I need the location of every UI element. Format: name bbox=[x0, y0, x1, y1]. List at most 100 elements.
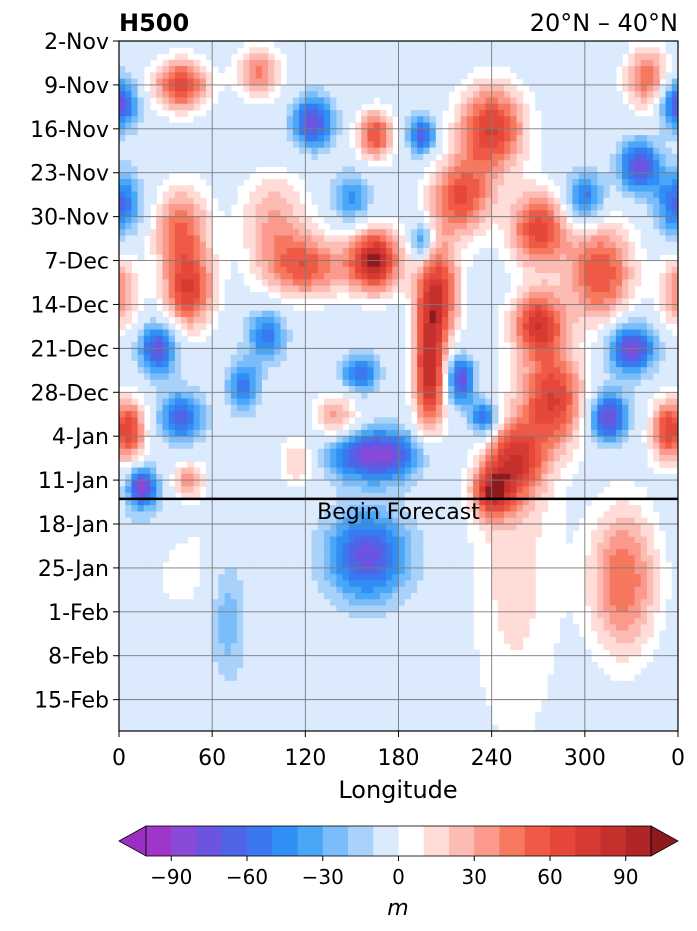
field-cell bbox=[268, 260, 275, 268]
field-cell bbox=[410, 197, 418, 205]
field-cell bbox=[249, 197, 257, 205]
field-cell bbox=[355, 103, 362, 111]
field-cell bbox=[535, 429, 542, 437]
field-cell bbox=[423, 141, 431, 149]
field-cell bbox=[535, 348, 542, 356]
field-cell bbox=[435, 91, 443, 99]
field-cell bbox=[504, 404, 511, 412]
field-cell bbox=[609, 285, 617, 293]
field-cell bbox=[429, 222, 437, 230]
field-cell bbox=[286, 229, 294, 237]
field-cell bbox=[541, 266, 549, 274]
field-cell bbox=[280, 47, 288, 55]
field-cell bbox=[454, 392, 462, 400]
field-cell bbox=[361, 97, 369, 105]
field-cell bbox=[566, 103, 574, 111]
field-cell bbox=[156, 166, 164, 174]
field-cell bbox=[566, 128, 574, 136]
field-cell bbox=[224, 135, 232, 142]
field-cell bbox=[609, 197, 617, 205]
field-cell bbox=[423, 323, 431, 331]
field-cell bbox=[292, 317, 300, 324]
field-cell bbox=[628, 398, 636, 406]
field-cell bbox=[162, 335, 170, 343]
field-cell bbox=[379, 141, 387, 149]
field-cell bbox=[386, 241, 393, 249]
field-cell bbox=[237, 379, 244, 387]
field-cell bbox=[653, 348, 660, 356]
field-cell bbox=[168, 41, 176, 48]
field-cell bbox=[609, 248, 617, 255]
field-cell bbox=[137, 47, 145, 55]
field-cell bbox=[578, 147, 586, 155]
field-cell bbox=[355, 254, 362, 262]
field-cell bbox=[671, 354, 678, 362]
field-cell bbox=[466, 210, 474, 218]
field-cell bbox=[504, 78, 511, 86]
field-cell bbox=[646, 185, 654, 193]
field-cell bbox=[516, 116, 524, 124]
field-cell bbox=[423, 317, 431, 324]
field-cell bbox=[597, 329, 605, 337]
field-cell bbox=[541, 423, 549, 431]
field-cell bbox=[448, 248, 455, 255]
field-cell bbox=[559, 360, 567, 368]
field-cell bbox=[566, 110, 574, 117]
field-cell bbox=[125, 116, 133, 124]
field-cell bbox=[367, 360, 375, 368]
field-cell bbox=[336, 329, 344, 337]
field-cell bbox=[671, 179, 678, 186]
field-cell bbox=[615, 248, 623, 255]
field-cell bbox=[566, 335, 574, 343]
field-cell bbox=[404, 417, 412, 425]
field-cell bbox=[162, 204, 170, 211]
field-cell bbox=[429, 147, 437, 155]
field-cell bbox=[417, 423, 424, 431]
field-cell bbox=[143, 97, 151, 105]
field-cell bbox=[634, 335, 642, 343]
field-cell bbox=[584, 191, 592, 199]
field-cell bbox=[404, 97, 412, 105]
field-cell bbox=[522, 379, 530, 387]
field-cell bbox=[510, 310, 518, 318]
field-cell bbox=[429, 317, 437, 324]
field-cell bbox=[572, 285, 580, 293]
field-cell bbox=[125, 179, 133, 186]
field-cell bbox=[448, 323, 455, 331]
field-cell bbox=[379, 417, 387, 425]
field-cell bbox=[454, 172, 462, 180]
field-cell bbox=[379, 185, 387, 193]
field-cell bbox=[646, 342, 654, 349]
field-cell bbox=[479, 386, 487, 393]
field-cell bbox=[640, 191, 648, 199]
field-cell bbox=[336, 179, 344, 186]
field-cell bbox=[646, 141, 654, 149]
field-cell bbox=[473, 47, 480, 55]
field-cell bbox=[522, 59, 530, 67]
field-cell bbox=[348, 185, 356, 193]
field-cell bbox=[584, 84, 592, 92]
field-cell bbox=[199, 248, 207, 255]
field-cell bbox=[665, 135, 673, 142]
field-cell bbox=[510, 135, 518, 142]
field-cell bbox=[491, 153, 499, 161]
field-cell bbox=[348, 84, 356, 92]
field-cell bbox=[342, 260, 350, 268]
field-cell bbox=[367, 84, 375, 92]
field-cell bbox=[255, 348, 263, 356]
field-cell bbox=[448, 204, 455, 211]
field-cell bbox=[404, 103, 412, 111]
field-cell bbox=[150, 91, 157, 99]
field-cell bbox=[323, 59, 331, 67]
field-cell bbox=[348, 310, 356, 318]
field-cell bbox=[323, 147, 331, 155]
field-cell bbox=[205, 78, 213, 86]
field-cell bbox=[131, 417, 139, 425]
field-cell bbox=[224, 335, 232, 343]
field-cell bbox=[578, 354, 586, 362]
field-cell bbox=[311, 128, 319, 136]
field-cell bbox=[504, 110, 511, 117]
field-cell bbox=[311, 72, 319, 80]
field-cell bbox=[615, 91, 623, 99]
field-cell bbox=[528, 59, 536, 67]
